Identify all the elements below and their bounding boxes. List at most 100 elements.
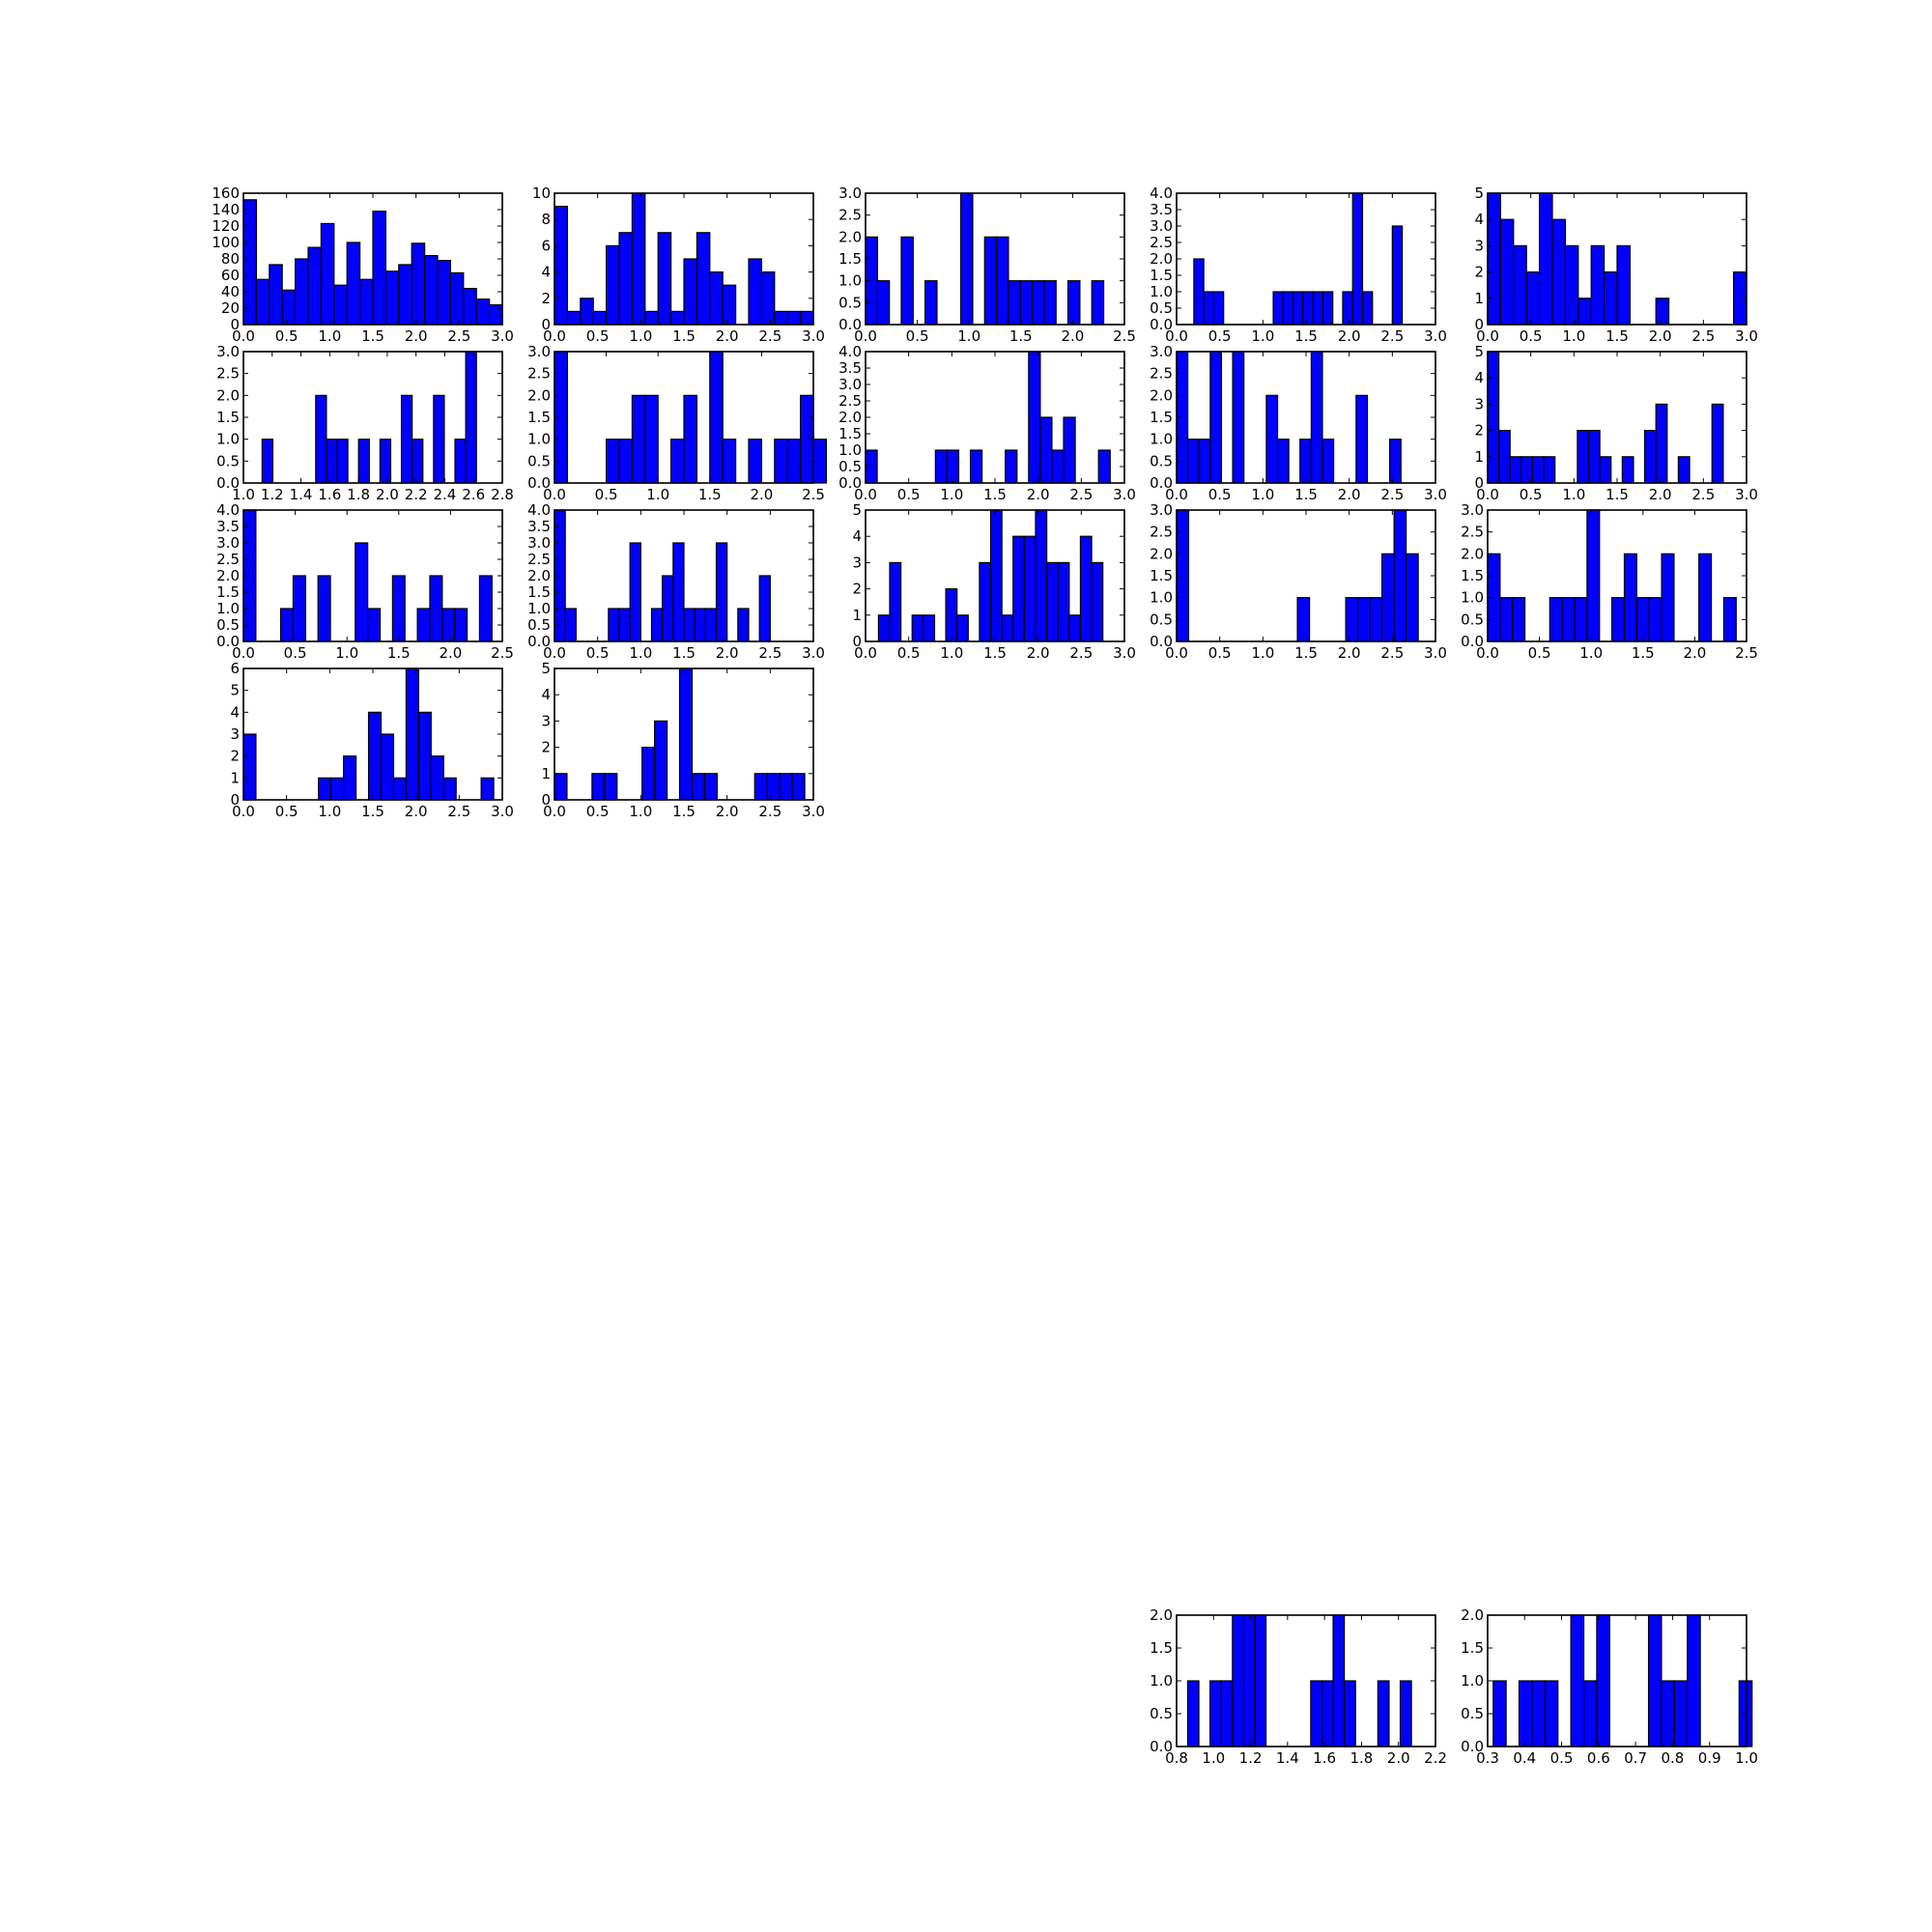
x-tick-label: 1.5 (1632, 644, 1655, 662)
y-tick-label: 80 (221, 250, 240, 268)
y-tick-label: 2.0 (527, 567, 551, 584)
x-tick-label: 2.4 (434, 486, 457, 503)
x-tick-label: 2.5 (802, 486, 825, 503)
y-tick-label: 20 (221, 299, 240, 317)
histogram-bar (255, 278, 270, 326)
y-tick-label: 5 (1474, 185, 1484, 202)
x-tick-label: 1.5 (1294, 644, 1318, 662)
x-tick-label: 2.6 (462, 486, 485, 503)
y-tick-label: 1.5 (1150, 409, 1173, 426)
histogram-bar (605, 439, 620, 484)
x-tick-label: 0.3 (1476, 1749, 1499, 1767)
histogram-bar (1525, 271, 1541, 326)
y-tick-label: 2.0 (1461, 545, 1484, 562)
histogram-bar (1538, 192, 1553, 326)
y-tick-label: 4 (852, 527, 862, 545)
histogram-bar (592, 310, 608, 326)
y-tick-label: 2 (852, 581, 862, 598)
x-tick-label: 0.5 (897, 644, 921, 662)
histogram-bar (580, 298, 594, 326)
y-tick-label: 0.5 (1150, 1705, 1173, 1722)
x-tick-label: 3.0 (1424, 486, 1447, 503)
y-tick-label: 3.5 (838, 359, 862, 377)
histogram-bar (1209, 1680, 1222, 1747)
x-tick-label: 0.8 (1661, 1749, 1684, 1767)
x-tick-label: 2.0 (1338, 644, 1361, 662)
histogram-bar (292, 575, 306, 642)
x-tick-label: 1.8 (347, 486, 370, 503)
x-tick-label: 2.5 (1735, 644, 1758, 662)
y-tick-label: 1.5 (1461, 1639, 1484, 1657)
histogram-bar (1677, 456, 1690, 484)
y-tick-label: 0.0 (1461, 633, 1484, 650)
histogram-bar (355, 542, 369, 642)
histogram-bar (669, 310, 685, 326)
x-tick-label: 0.8 (1165, 1749, 1188, 1767)
y-tick-label: 4 (541, 264, 551, 281)
histogram-bar (1039, 416, 1053, 484)
y-tick-label: 2.0 (1461, 1606, 1484, 1624)
x-tick-label: 1.5 (983, 486, 1007, 503)
x-tick-label: 1.0 (232, 486, 255, 503)
histogram-bar (969, 449, 983, 484)
histogram-bar (379, 439, 392, 484)
histogram-bar (1356, 597, 1371, 642)
x-tick-label: 1.0 (1251, 486, 1274, 503)
histogram-bar (380, 733, 395, 801)
x-tick-label: 1.5 (1605, 486, 1629, 503)
x-tick-label: 3.0 (491, 803, 514, 820)
histogram-bar (367, 608, 382, 642)
y-tick-label: 2.0 (1150, 545, 1173, 562)
histogram-bar (1643, 430, 1657, 484)
y-tick-label: 1.0 (1461, 1672, 1484, 1690)
y-tick-label: 0.0 (527, 633, 551, 650)
histogram-bar (1265, 394, 1279, 484)
histogram-bar (1574, 597, 1588, 642)
histogram-bar (715, 542, 728, 642)
histogram-bar (1351, 192, 1364, 326)
histogram-bar (279, 608, 295, 642)
histogram-bar (1212, 291, 1225, 326)
y-tick-label: 1.5 (838, 425, 862, 442)
histogram-bar (1276, 439, 1290, 484)
x-tick-label: 1.0 (646, 486, 669, 503)
histogram-panel-7: 0.0 0.5 1.0 1.5 2.0 2.5 0.0 0.5 1.0 1.5 2.0 2.5 3.0 (527, 343, 827, 503)
x-tick-label: 1.5 (1605, 327, 1629, 345)
x-tick-label: 3.0 (1424, 644, 1447, 662)
histogram-bar (644, 394, 659, 484)
histogram-bar (1031, 280, 1045, 326)
y-tick-label: 5 (852, 501, 862, 519)
histogram-bar (709, 271, 724, 326)
histogram-bar (683, 608, 696, 642)
x-tick-label: 2.0 (750, 486, 773, 503)
histogram-bar (669, 439, 685, 484)
x-tick-label: 2.0 (405, 803, 428, 820)
histogram-panel-14: 0.0 0.5 1.0 1.5 2.0 2.5 3.0 0.0 0.5 1.0 1.5 2.0 2.5 3… (1150, 501, 1447, 662)
y-tick-label: 2 (541, 290, 551, 307)
histogram-panel-18: 0.8 1.0 1.2 1.4 1.6 1.8 2.0 2.2 0.0 0.5 1.0 1.5 2.0 (1150, 1606, 1447, 1767)
y-tick-label: 1 (230, 769, 240, 786)
histogram-bar (1186, 1680, 1200, 1747)
histogram-bar (1512, 597, 1526, 642)
y-tick-label: 0.0 (216, 633, 240, 650)
histogram-bar (1599, 456, 1612, 484)
histogram-bar (307, 246, 322, 326)
histogram-bar (1187, 439, 1200, 484)
x-tick-label: 0.0 (1476, 486, 1499, 503)
histogram-bar (454, 439, 467, 484)
histogram-bar (359, 278, 374, 326)
histogram-bar (1091, 280, 1105, 326)
histogram-bar (430, 755, 444, 801)
histogram-bar (480, 777, 495, 801)
y-tick-label: 1.0 (1461, 589, 1484, 607)
y-tick-label: 2.5 (838, 207, 862, 224)
x-tick-label: 1.8 (1350, 1749, 1373, 1767)
histogram-bar (367, 711, 383, 801)
x-tick-label: 3.0 (1735, 486, 1758, 503)
histogram-panel-9: 0.0 0.5 1.0 1.5 2.0 2.5 3.0 0.0 0.5 1.0 1.5 2.0 2.5 3… (1150, 343, 1447, 503)
x-tick-label: 0.5 (1528, 644, 1551, 662)
histogram-bar (657, 232, 672, 326)
x-tick-label: 3.0 (1113, 644, 1136, 662)
histogram-bar (911, 614, 924, 642)
